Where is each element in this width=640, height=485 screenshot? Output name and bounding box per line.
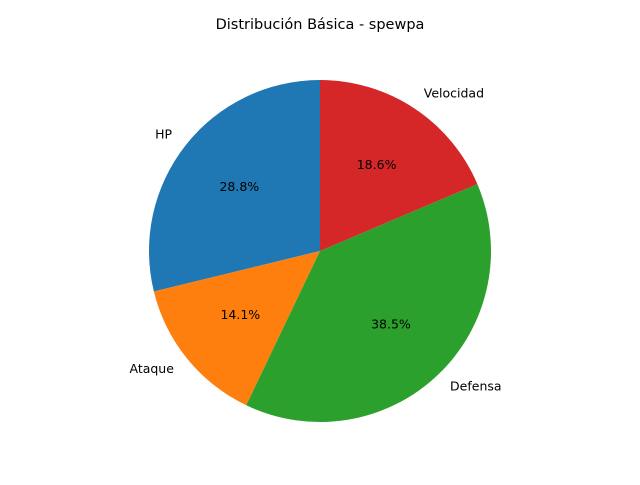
pie-slice-ataque: [153, 251, 320, 406]
slice-percent-hp: 28.8%: [219, 179, 259, 194]
slice-percent-velocidad: 18.6%: [357, 157, 397, 172]
slice-label-ataque: Ataque: [129, 361, 174, 376]
slice-label-velocidad: Velocidad: [424, 86, 484, 101]
slice-label-hp: HP: [155, 126, 172, 141]
pie-labels: HP 28.8% Ataque 14.1% Defensa 38.5% Velocidad 1…: [129, 86, 501, 394]
pie-slices: [148, 80, 491, 422]
pie-slice-velocidad: [320, 80, 478, 251]
pie-slice-defensa: [246, 184, 491, 422]
slice-percent-defensa: 38.5%: [371, 317, 411, 332]
slice-label-defensa: Defensa: [450, 378, 502, 393]
slice-percent-ataque: 14.1%: [220, 307, 260, 322]
pie-slice-hp: [148, 80, 320, 292]
chart-title: Distribución Básica - spewpa: [216, 17, 425, 33]
